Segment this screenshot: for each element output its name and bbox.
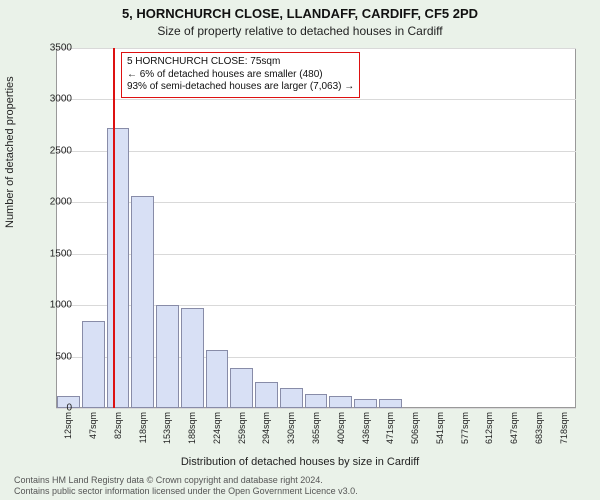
histogram-bar (329, 396, 352, 408)
x-tick-label: 12sqm (63, 412, 73, 439)
x-tick-label: 647sqm (509, 412, 519, 444)
x-tick-label: 118sqm (138, 412, 148, 443)
annotation-line: 5 HORNCHURCH CLOSE: 75sqm (127, 56, 354, 69)
histogram-bar (156, 305, 179, 408)
plot-background: 5 HORNCHURCH CLOSE: 75sqm← 6% of detache… (56, 48, 576, 408)
footer-attribution: Contains HM Land Registry data © Crown c… (14, 475, 358, 496)
x-tick-label: 294sqm (261, 412, 271, 444)
x-tick-label: 577sqm (460, 412, 470, 444)
histogram-bar (131, 196, 154, 408)
histogram-bar (181, 308, 204, 408)
annotation-box: 5 HORNCHURCH CLOSE: 75sqm← 6% of detache… (121, 52, 360, 98)
y-axis-label: Number of detached properties (4, 76, 16, 228)
y-tick-label: 2500 (32, 145, 72, 156)
y-tick-label: 1000 (32, 300, 72, 311)
x-tick-label: 683sqm (534, 412, 544, 444)
x-tick-label: 259sqm (237, 412, 247, 444)
x-tick-label: 400sqm (336, 412, 346, 444)
gridline (56, 151, 576, 152)
histogram-bar (82, 321, 105, 408)
plot-area: 5 HORNCHURCH CLOSE: 75sqm← 6% of detache… (56, 48, 576, 408)
x-tick-label: 153sqm (162, 412, 172, 444)
annotation-line: 93% of semi-detached houses are larger (… (127, 81, 354, 94)
histogram-bar (206, 350, 229, 408)
chart-subtitle: Size of property relative to detached ho… (0, 22, 600, 38)
histogram-bar (107, 128, 130, 408)
histogram-bar (280, 388, 303, 408)
x-tick-label: 82sqm (113, 412, 123, 439)
gridline (56, 48, 576, 49)
y-tick-label: 1500 (32, 248, 72, 259)
footer-line-1: Contains HM Land Registry data © Crown c… (14, 475, 358, 485)
histogram-bar (230, 368, 253, 408)
annotation-line: ← 6% of detached houses are smaller (480… (127, 69, 354, 82)
x-tick-label: 47sqm (88, 412, 98, 439)
histogram-bar (379, 399, 402, 408)
chart-title: 5, HORNCHURCH CLOSE, LLANDAFF, CARDIFF, … (0, 0, 600, 22)
gridline (56, 408, 576, 409)
y-tick-label: 500 (32, 351, 72, 362)
histogram-bar (255, 382, 278, 408)
x-tick-label: 365sqm (311, 412, 321, 444)
gridline (56, 99, 576, 100)
footer-line-2: Contains public sector information licen… (14, 486, 358, 496)
x-tick-label: 188sqm (187, 412, 197, 444)
x-axis-label: Distribution of detached houses by size … (0, 456, 600, 468)
property-marker-line (113, 48, 115, 408)
x-tick-label: 436sqm (361, 412, 371, 444)
x-tick-label: 541sqm (435, 412, 445, 444)
y-tick-label: 3500 (32, 43, 72, 54)
x-tick-label: 224sqm (212, 412, 222, 444)
x-tick-label: 330sqm (286, 412, 296, 444)
histogram-bar (305, 394, 328, 408)
y-tick-label: 2000 (32, 197, 72, 208)
chart-frame: 5, HORNCHURCH CLOSE, LLANDAFF, CARDIFF, … (0, 0, 600, 500)
x-tick-label: 718sqm (559, 412, 569, 444)
x-tick-label: 506sqm (410, 412, 420, 444)
y-tick-label: 3000 (32, 94, 72, 105)
x-tick-label: 471sqm (385, 412, 395, 444)
histogram-bar (354, 399, 377, 408)
x-tick-label: 612sqm (484, 412, 494, 444)
